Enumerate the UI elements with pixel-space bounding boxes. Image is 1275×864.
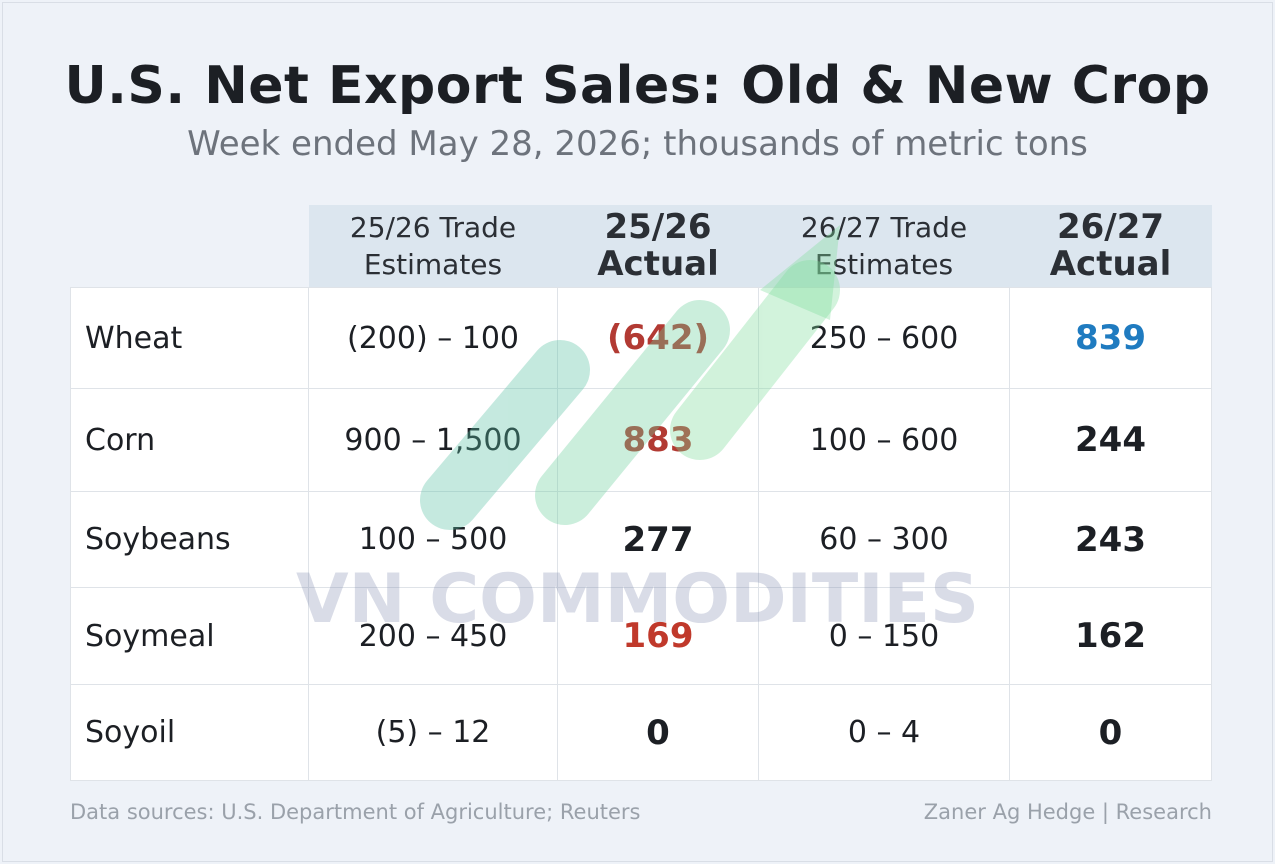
cell: 0 – 150 [758, 587, 1010, 685]
table-body: Wheat (200) – 100 (642) 250 – 600 839 Corn 900… [70, 287, 1212, 781]
row-label: Corn [70, 388, 309, 492]
header-line: Actual [1049, 244, 1172, 284]
cell: 243 [1009, 491, 1212, 588]
credit: Zaner Ag Hedge | Research [923, 800, 1212, 824]
header-line: 25/26 Trade [349, 211, 517, 244]
table: 25/26 Trade Estimates 25/26 Actual 26/27 Tra… [70, 205, 1212, 781]
cell: 100 – 500 [308, 491, 558, 588]
header-row: 25/26 Trade Estimates 25/26 Actual 26/27 Tra… [71, 205, 1212, 288]
cell: 100 – 600 [758, 388, 1010, 492]
header-line: Actual [597, 244, 719, 284]
cell: 162 [1009, 587, 1212, 685]
cell: 250 – 600 [758, 287, 1010, 389]
header-line: 25/26 [604, 207, 712, 247]
cell: 0 [557, 684, 759, 781]
column-header: 26/27 Actual [1009, 205, 1212, 288]
cell: 839 [1009, 287, 1212, 389]
cell: (5) – 12 [308, 684, 558, 781]
cell: 200 – 450 [308, 587, 558, 685]
cell: 277 [557, 491, 759, 588]
table-row: Wheat (200) – 100 (642) 250 – 600 839 [70, 287, 1212, 389]
cell: 900 – 1,500 [308, 388, 558, 492]
cell: 883 [557, 388, 759, 492]
header-line: 26/27 Trade [800, 211, 968, 244]
header-blank [71, 205, 309, 288]
row-label: Soybeans [70, 491, 309, 588]
table-row: Soybeans 100 – 500 277 60 – 300 243 [70, 491, 1212, 588]
column-header: 25/26 Trade Estimates [308, 205, 558, 288]
header-line: Estimates [814, 248, 954, 281]
title: U.S. Net Export Sales: Old & New Crop [64, 56, 1211, 116]
cell: 244 [1009, 388, 1212, 492]
table-row: Corn 900 – 1,500 883 100 – 600 244 [70, 388, 1212, 492]
subtitle: Week ended May 28, 2026; thousands of me… [187, 124, 1088, 164]
cell: 0 [1009, 684, 1212, 781]
row-label: Soyoil [70, 684, 309, 781]
row-label: Wheat [70, 287, 309, 389]
cell: 60 – 300 [758, 491, 1010, 588]
column-header: 26/27 Trade Estimates [758, 205, 1010, 288]
source-note: Data sources: U.S. Department of Agricul… [70, 800, 641, 824]
header-line: 26/27 [1056, 207, 1165, 247]
cell: 169 [557, 587, 759, 685]
header-line: Estimates [363, 248, 503, 281]
cell: (200) – 100 [308, 287, 558, 389]
table-row: Soymeal 200 – 450 169 0 – 150 162 [70, 587, 1212, 685]
cell: 0 – 4 [758, 684, 1010, 781]
row-label: Soymeal [70, 587, 309, 685]
column-header: 25/26 Actual [557, 205, 759, 288]
cell: (642) [557, 287, 759, 389]
